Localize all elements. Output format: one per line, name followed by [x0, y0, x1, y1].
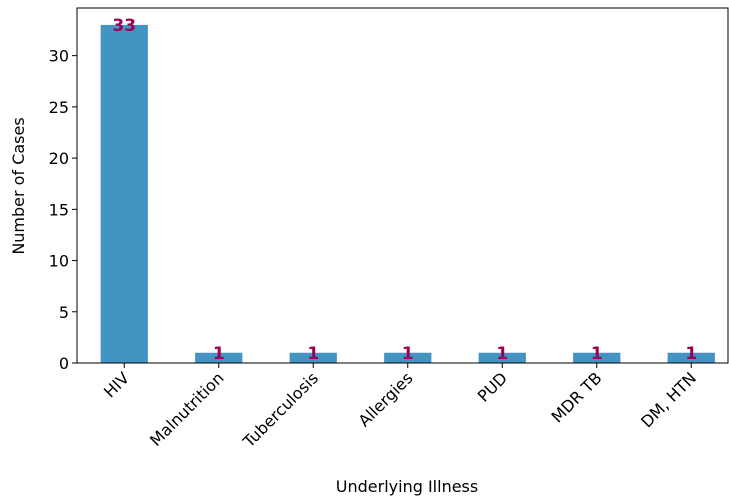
y-tick-label: 10	[49, 252, 69, 271]
bar	[384, 352, 432, 363]
x-tick-label: PUD	[474, 368, 511, 405]
x-tick-label: Tuberculosis	[239, 368, 322, 451]
value-label: 1	[213, 344, 225, 364]
y-tick-label: 5	[59, 303, 69, 322]
bar	[667, 352, 715, 363]
bar	[478, 352, 526, 363]
y-axis-label: Number of Cases	[9, 117, 28, 254]
y-tick-label: 15	[49, 200, 69, 219]
value-label: 1	[496, 344, 508, 364]
value-label: 33	[112, 16, 136, 36]
value-label: 1	[402, 344, 414, 364]
x-tick-label: HIV	[100, 368, 133, 401]
bar	[289, 352, 337, 363]
y-tick-label: 0	[59, 354, 69, 373]
y-tick-label: 30	[49, 47, 69, 66]
y-tick-label: 25	[49, 98, 69, 117]
x-tick-label: Allergies	[355, 368, 417, 430]
x-axis-label: Underlying Illness	[336, 477, 478, 496]
x-tick-label: DM, HTN	[637, 368, 700, 431]
bar	[100, 24, 148, 364]
value-label: 1	[307, 344, 319, 364]
value-label: 1	[591, 344, 603, 364]
x-tick-label: Malnutrition	[146, 368, 228, 450]
value-label: 1	[685, 344, 697, 364]
y-tick-label: 20	[49, 149, 69, 168]
plot-frame	[76, 7, 729, 364]
bar	[195, 352, 243, 363]
x-tick-label: MDR TB	[548, 368, 606, 426]
bar	[573, 352, 621, 363]
